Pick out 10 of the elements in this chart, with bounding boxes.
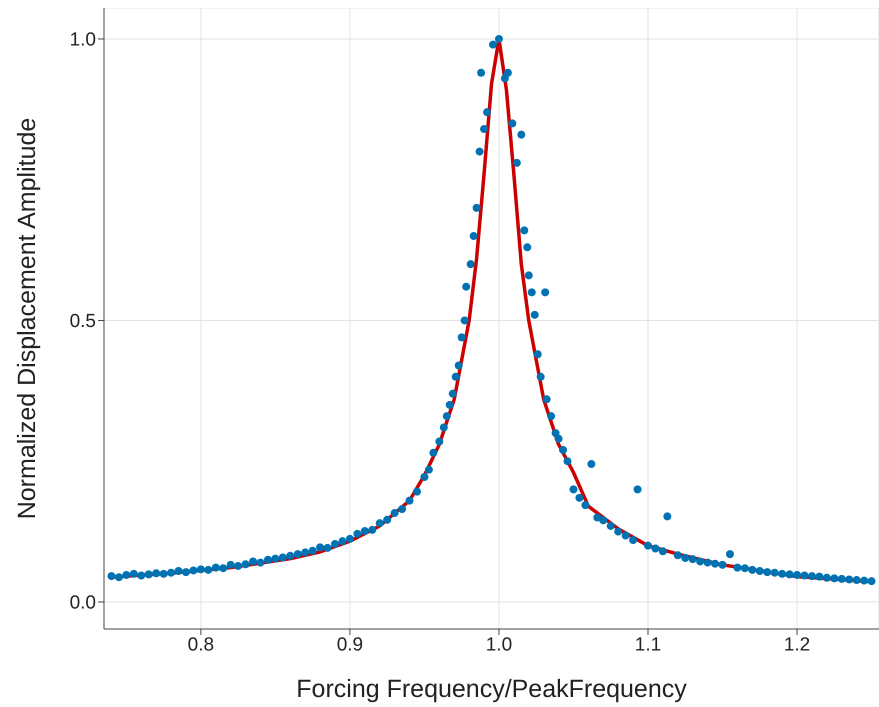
x-tick-label: 1.2: [784, 634, 810, 656]
x-axis-title: Forcing Frequency/PeakFrequency: [296, 675, 688, 703]
y-tick-label: 1.0: [70, 30, 96, 51]
y-axis-title: Normalized Displacement Amplitude: [12, 118, 41, 520]
y-tick-label: 0.0: [70, 592, 96, 614]
x-tick-label: 0.9: [336, 634, 364, 656]
x-tick-label: 1.0: [486, 634, 512, 656]
x-tick-label: 1.1: [634, 634, 662, 656]
x-tick-label: 0.8: [188, 634, 214, 656]
y-tick-label: 0.5: [70, 311, 96, 332]
